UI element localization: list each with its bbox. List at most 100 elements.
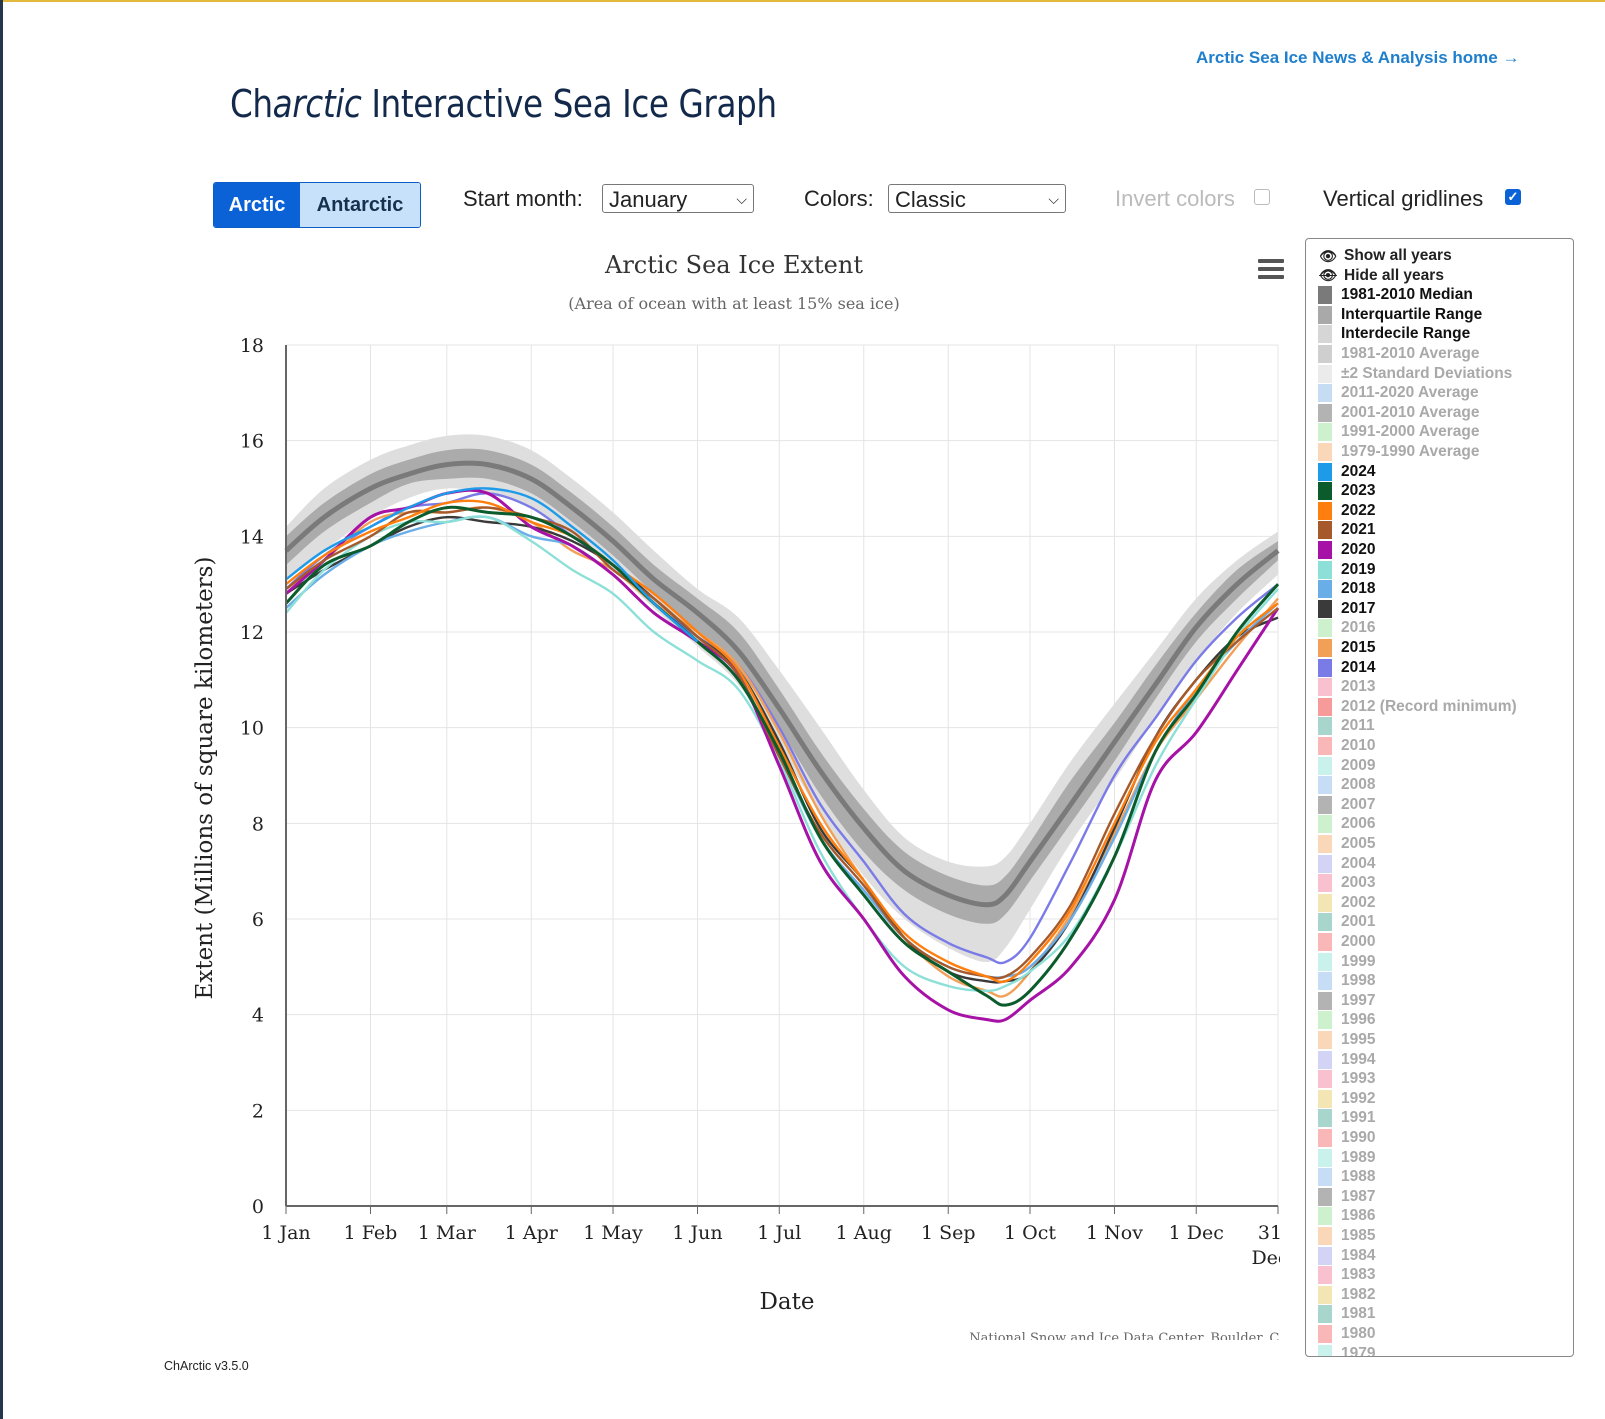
legend-item[interactable]: 1990 — [1318, 1129, 1375, 1147]
chart-menu-icon[interactable] — [1258, 259, 1284, 281]
legend-swatch — [1318, 737, 1332, 755]
legend-item[interactable]: 1987 — [1318, 1187, 1375, 1206]
legend-label: 1991-2000 Average — [1341, 423, 1480, 441]
legend-label: 2017 — [1341, 599, 1376, 617]
legend-label: 1992 — [1341, 1089, 1376, 1107]
vertical-gridlines-checkbox[interactable]: ✓ — [1505, 189, 1521, 205]
legend-item[interactable]: 1983 — [1318, 1266, 1375, 1285]
legend-label: 2000 — [1341, 933, 1376, 950]
legend-swatch — [1318, 835, 1332, 853]
legend-label: 1981-2010 Median — [1341, 286, 1473, 304]
legend-label: 2005 — [1341, 835, 1376, 852]
legend-item[interactable]: 2004 — [1318, 854, 1376, 873]
legend-item[interactable]: 1981-2010 Average — [1318, 345, 1479, 363]
legend-item[interactable]: 2016 — [1318, 619, 1376, 638]
legend-item[interactable]: 2015 — [1318, 639, 1375, 657]
legend-item[interactable]: 2002 — [1318, 893, 1375, 912]
x-tick-label: 1 Aug — [836, 1222, 892, 1244]
arctic-news-home-link[interactable]: Arctic Sea Ice News & Analysis home → — [1196, 48, 1520, 67]
legend-item[interactable]: 2019 — [1318, 560, 1375, 579]
arctic-button[interactable]: Arctic — [214, 183, 300, 227]
legend-label: 2006 — [1341, 815, 1376, 833]
legend-item[interactable]: 2012 (Record minimum) — [1318, 697, 1517, 716]
legend-item[interactable]: 1979 — [1318, 1344, 1375, 1356]
legend-item[interactable]: 2007 — [1318, 795, 1375, 814]
legend-item[interactable]: 2001-2010 Average — [1318, 403, 1479, 422]
legend-item[interactable]: 1993 — [1318, 1070, 1375, 1089]
eye-off-icon: 👁 — [1319, 267, 1337, 284]
sea-ice-chart: 0 2 4 6 8 10 12 14 16 18 1 Jan 1 Feb 1 Mar 1 Apr 1 May… — [192, 251, 1280, 1340]
legend-item[interactable]: 2023 — [1318, 482, 1375, 501]
chart-series — [284, 460, 1280, 1023]
legend-item[interactable]: 2009 — [1318, 756, 1375, 775]
legend-label: 1981-2010 Average — [1341, 345, 1480, 362]
page-title-rest: Interactive Sea Ice Graph — [361, 82, 777, 126]
legend-item[interactable]: 1986 — [1318, 1207, 1375, 1226]
legend-swatch — [1318, 913, 1332, 932]
legend-item[interactable]: 2021 — [1318, 521, 1376, 540]
legend-label: 2014 — [1341, 658, 1376, 676]
legend-swatch — [1318, 1305, 1332, 1324]
legend-item[interactable]: 2018 — [1318, 580, 1375, 599]
legend-item[interactable]: 2008 — [1318, 776, 1375, 795]
legend-label: 2021 — [1341, 521, 1376, 539]
legend-label: 1990 — [1341, 1129, 1376, 1146]
legend-item[interactable]: 1997 — [1318, 991, 1375, 1010]
legend-item[interactable]: Interquartile Range — [1318, 305, 1482, 324]
legend-item[interactable]: 2020 — [1318, 541, 1375, 559]
legend-item[interactable]: 1994 — [1318, 1050, 1375, 1069]
legend-item[interactable]: 1980 — [1318, 1325, 1375, 1343]
page-left-border — [0, 0, 3, 1419]
legend-item[interactable]: 2010 — [1318, 737, 1375, 755]
legend-item[interactable]: 2017 — [1318, 599, 1376, 618]
legend-item[interactable]: 1989 — [1318, 1148, 1375, 1167]
legend-label: 2004 — [1341, 854, 1376, 872]
legend-item[interactable]: 2006 — [1318, 815, 1376, 834]
legend-item[interactable]: 1991 — [1318, 1109, 1375, 1128]
legend-swatch — [1318, 443, 1332, 461]
legend-item[interactable]: 1998 — [1318, 972, 1375, 991]
x-tick-label: 1 Nov — [1086, 1222, 1143, 1244]
legend-item[interactable]: 1991-2000 Average — [1318, 423, 1480, 442]
legend-item[interactable]: 2014 — [1318, 658, 1376, 677]
legend-item[interactable]: Interdecile Range — [1318, 325, 1470, 344]
legend-label: 2011 — [1341, 717, 1375, 735]
legend-item[interactable]: ±2 Standard Deviations — [1318, 364, 1512, 383]
hide-all-label: Hide all years — [1344, 266, 1444, 284]
hide-all-years-button[interactable]: 👁 Hide all years — [1318, 267, 1444, 285]
show-all-years-button[interactable]: 👁 Show all years — [1318, 247, 1452, 265]
legend-item[interactable]: 2001 — [1318, 913, 1375, 932]
legend-item[interactable]: 1979-1990 Average — [1318, 443, 1479, 461]
legend-item[interactable]: 1996 — [1318, 1011, 1375, 1030]
legend-swatch — [1318, 717, 1332, 736]
legend-item[interactable]: 2011 — [1318, 717, 1375, 736]
colors-select[interactable]: Classic ⌵ — [888, 184, 1066, 213]
legend-item[interactable]: 1988 — [1318, 1168, 1375, 1187]
page-title: Charctic Interactive Sea Ice Graph — [230, 82, 777, 126]
start-month-select[interactable]: January ⌵ — [602, 184, 754, 213]
invert-colors-checkbox[interactable] — [1254, 189, 1270, 205]
legend-item[interactable]: 2011-2020 Average — [1318, 384, 1479, 403]
legend-item[interactable]: 2024 — [1318, 462, 1375, 481]
legend-item[interactable]: 1992 — [1318, 1089, 1376, 1108]
legend-label: 2012 (Record minimum) — [1341, 697, 1517, 715]
legend-item[interactable]: 1999 — [1318, 952, 1375, 971]
legend-label: 2016 — [1341, 619, 1376, 637]
legend-item[interactable]: 2003 — [1318, 874, 1375, 893]
x-tick-label: 1 Jun — [672, 1222, 722, 1244]
legend-item[interactable]: 2013 — [1318, 678, 1375, 697]
legend-swatch — [1318, 1109, 1332, 1128]
x-tick-label: 1 Jan — [261, 1222, 310, 1244]
x-tick-label: 1 Mar — [418, 1222, 477, 1244]
legend-item[interactable]: 2005 — [1318, 835, 1375, 853]
legend-item[interactable]: 1984 — [1318, 1246, 1375, 1265]
legend-item[interactable]: 1981-2010 Median — [1318, 286, 1473, 305]
legend-item[interactable]: 1985 — [1318, 1227, 1375, 1245]
legend-swatch — [1318, 991, 1332, 1010]
legend-item[interactable]: 1982 — [1318, 1285, 1375, 1304]
antarctic-button[interactable]: Antarctic — [300, 183, 420, 227]
legend-item[interactable]: 1995 — [1318, 1031, 1375, 1049]
legend-item[interactable]: 2000 — [1318, 933, 1375, 951]
legend-item[interactable]: 1981 — [1318, 1305, 1375, 1324]
legend-item[interactable]: 2022 — [1318, 501, 1375, 520]
